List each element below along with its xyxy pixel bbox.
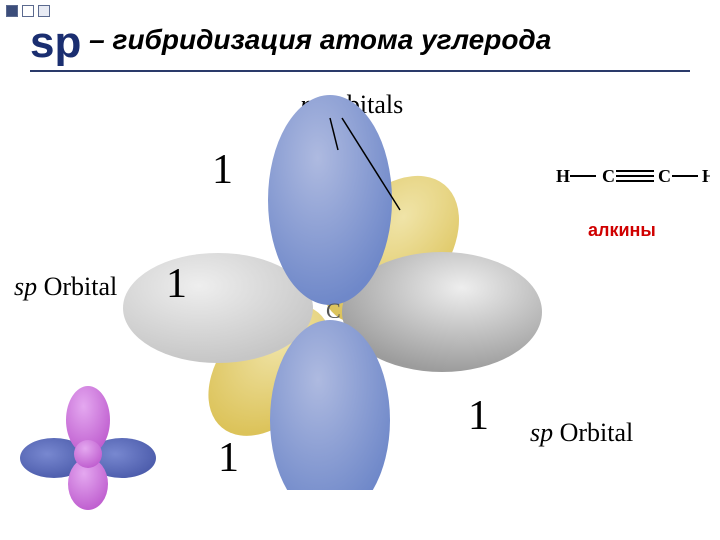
electron-count-1: 1 <box>468 392 489 440</box>
title-underline <box>30 70 690 72</box>
alkynes-label: алкины <box>588 220 656 241</box>
small-orbital-diagram <box>18 380 158 510</box>
electron-count-1: 1 <box>212 146 233 194</box>
title-rest: гибридизация атома углерода <box>113 24 552 55</box>
center-atom-label: C <box>326 298 341 323</box>
svg-text:C: C <box>602 166 615 186</box>
svg-text:H: H <box>702 166 710 186</box>
slide-title: sp – гибридизация атома углерода <box>30 18 690 68</box>
svg-text:C: C <box>658 166 671 186</box>
electron-count-1: 1 <box>166 260 187 308</box>
acetylene-formula: H C C H <box>550 160 710 200</box>
title-dash: – <box>81 24 112 55</box>
title-sp: sp <box>30 18 81 67</box>
svg-text:H: H <box>556 166 570 186</box>
electron-count-1: 1 <box>218 434 239 482</box>
